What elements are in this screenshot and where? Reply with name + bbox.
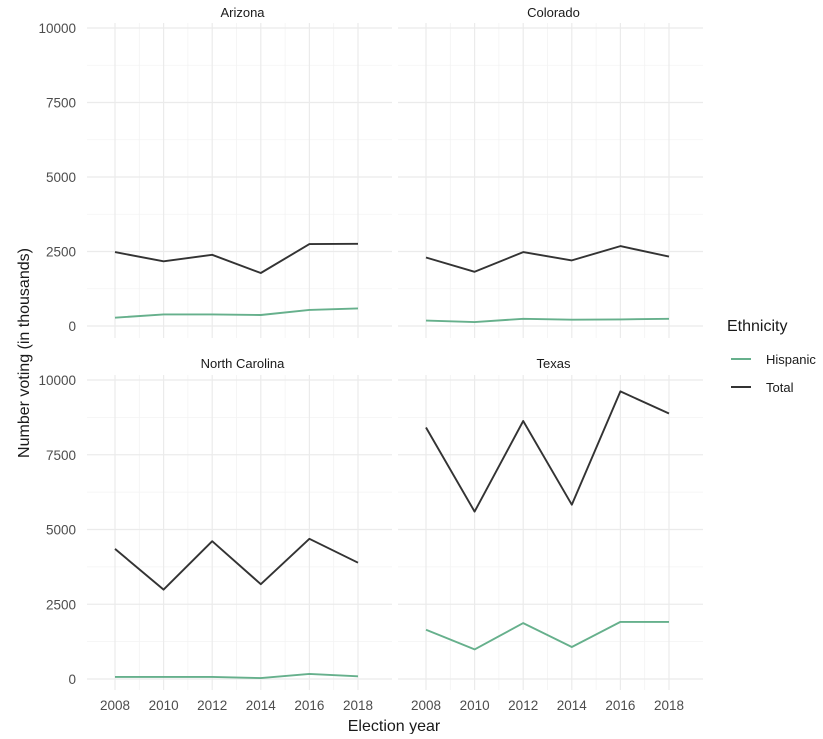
facet-panels: Arizona 0 2500 5000 7500 10000 Colorado North C… (38, 5, 703, 713)
y-tick-label: 2500 (46, 245, 76, 260)
series-line-total-colorado (425, 245, 670, 273)
series-line-total-texas (425, 390, 670, 513)
x-tick-label: 2014 (246, 698, 277, 713)
x-axis-title: Election year (348, 718, 441, 734)
legend-title: Ethnicity (727, 318, 787, 335)
series-line-hispanic-texas (425, 620, 669, 651)
x-tick-label: 2016 (294, 698, 324, 713)
x-tick-label: 2008 (100, 698, 130, 713)
x-tick-label: 2010 (460, 698, 490, 713)
facet-panel-texas: Texas 2008 2010 2012 2014 2016 2018 (398, 356, 703, 713)
facet-title: Texas (537, 356, 571, 371)
legend-label-total: Total (766, 380, 794, 395)
x-tick-label: 2008 (411, 698, 441, 713)
facet-panel-north-carolina: North Carolina 0 2500 5000 7500 10000 2008 2010… (38, 356, 392, 713)
y-tick-label: 7500 (46, 448, 76, 463)
y-tick-label: 10000 (38, 373, 76, 388)
x-tick-label: 2010 (149, 698, 179, 713)
facet-title: Colorado (527, 5, 580, 20)
x-tick-label: 2018 (654, 698, 684, 713)
facet-panel-arizona: Arizona 0 2500 5000 7500 10000 (38, 5, 392, 338)
x-tick-label: 2014 (557, 698, 588, 713)
x-tick-label: 2012 (197, 698, 227, 713)
series-line-total-north-carolina (114, 537, 359, 591)
facet-title: Arizona (220, 5, 265, 20)
legend: Ethnicity Hispanic Total (727, 318, 816, 395)
series-line-hispanic-arizona (114, 307, 359, 319)
legend-label-hispanic: Hispanic (766, 352, 816, 367)
series-line-hispanic-north-carolina (115, 672, 359, 680)
facet-title: North Carolina (201, 356, 286, 371)
x-tick-label: 2016 (605, 698, 635, 713)
y-tick-label: 5000 (46, 170, 76, 185)
x-tick-label: 2018 (343, 698, 373, 713)
y-tick-label: 5000 (46, 523, 76, 538)
y-tick-label: 0 (68, 672, 76, 687)
y-tick-label: 7500 (46, 96, 76, 111)
y-axis-title: Number voting (in thousands) (16, 248, 33, 458)
y-tick-label: 0 (68, 319, 76, 334)
series-line-total-arizona (114, 242, 359, 274)
facet-panel-colorado: Colorado (398, 5, 703, 338)
y-tick-label: 10000 (38, 21, 76, 36)
x-tick-label: 2012 (508, 698, 538, 713)
y-tick-label: 2500 (46, 597, 76, 612)
series-line-hispanic-colorado (425, 317, 670, 324)
